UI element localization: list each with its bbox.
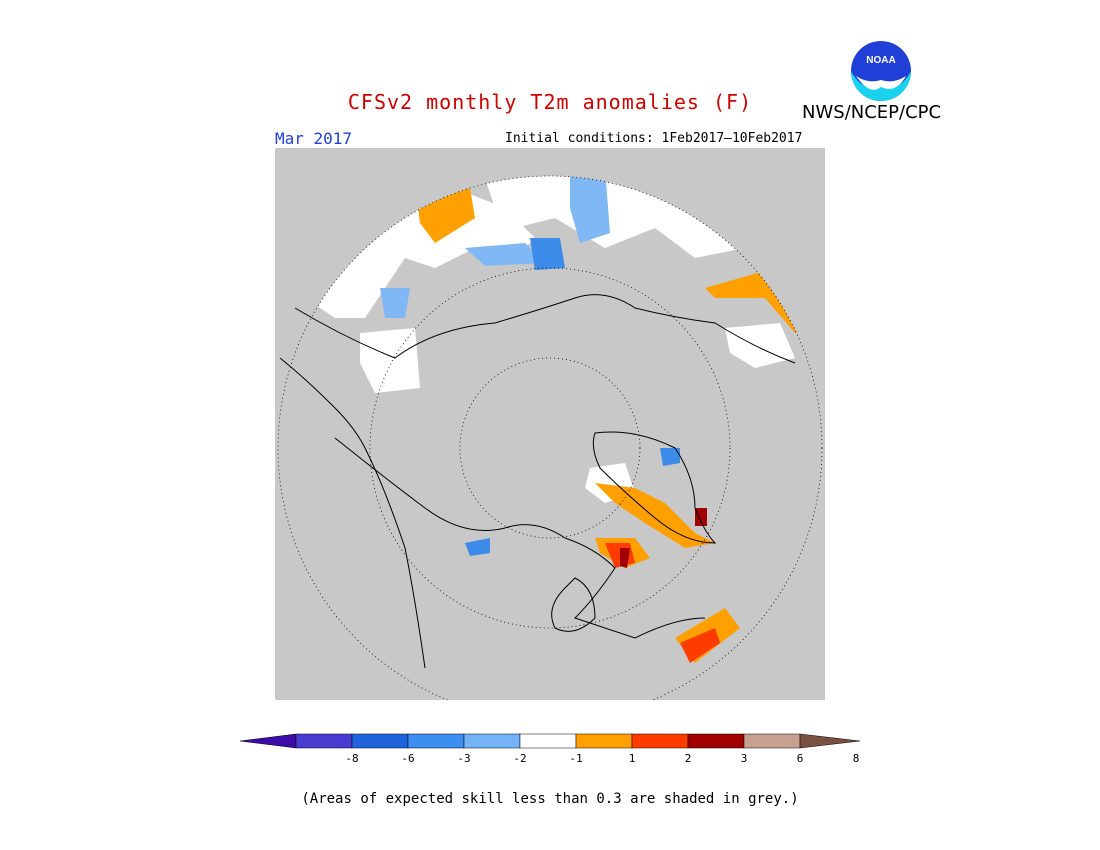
org-label: NWS/NCEP/CPC xyxy=(802,102,942,123)
colorbar-tick-label: -6 xyxy=(401,752,414,765)
coast-eurasia xyxy=(294,294,796,364)
region-cold-4 xyxy=(465,243,545,266)
logo-text: NOAA xyxy=(866,55,895,66)
region-white-east xyxy=(725,323,795,368)
region-cold-7 xyxy=(660,448,680,466)
mid-latitude-circle xyxy=(369,267,731,629)
region-white-north-central xyxy=(475,176,755,258)
coast-greenland xyxy=(592,431,717,544)
colorbar-cell xyxy=(407,733,465,749)
region-warm-greenland xyxy=(595,483,715,548)
colorbar-cell xyxy=(519,733,577,749)
colorbar-left-arrow xyxy=(240,733,297,749)
initial-conditions: Initial conditions: 1Feb2017–10Feb2017 xyxy=(505,131,803,146)
inner-latitude-circle xyxy=(459,357,641,539)
region-white-north-europe xyxy=(305,188,535,318)
colorbar-cell xyxy=(743,733,801,749)
month-label: Mar 2017 xyxy=(275,129,353,148)
coast-west xyxy=(279,357,426,669)
coastlines xyxy=(279,294,796,669)
outer-latitude-circle xyxy=(277,175,823,700)
colorbar: -8 -6 -3 -2 -1 1 2 3 6 8 xyxy=(240,733,860,765)
polar-anomaly-map xyxy=(275,148,825,700)
coast-hudson xyxy=(551,577,596,632)
colorbar-cell xyxy=(687,733,745,749)
colorbar-tick-label: 8 xyxy=(853,752,860,765)
colorbar-tick-label: 1 xyxy=(629,752,636,765)
colorbar-tick-label: -8 xyxy=(345,752,358,765)
region-hot-5 xyxy=(695,508,707,526)
colorbar-tick-label: 2 xyxy=(685,752,692,765)
colorbar-cell xyxy=(295,733,353,749)
colorbar-tick-label: -3 xyxy=(457,752,470,765)
colorbar-cell xyxy=(463,733,521,749)
coast-north-america xyxy=(334,437,706,639)
colorbar-tick-labels: -8 -6 -3 -2 -1 1 2 3 6 8 xyxy=(345,752,859,765)
region-hot-3 xyxy=(680,628,720,663)
colorbar-tick-label: 3 xyxy=(741,752,748,765)
colorbar-cells xyxy=(295,733,801,749)
colorbar-cell xyxy=(631,733,689,749)
region-hot-2 xyxy=(620,548,630,568)
skill-footnote: (Areas of expected skill less than 0.3 a… xyxy=(301,791,799,807)
region-cold-1 xyxy=(570,176,610,243)
colorbar-tick-label: 6 xyxy=(797,752,804,765)
region-cold-3 xyxy=(380,288,410,318)
colorbar-right-arrow xyxy=(799,733,860,749)
map-background xyxy=(275,148,825,700)
region-cold-6 xyxy=(465,538,490,556)
colorbar-tick-label: -1 xyxy=(569,752,582,765)
colorbar-tick-label: -2 xyxy=(513,752,526,765)
noaa-logo: NOAA xyxy=(851,41,911,101)
colorbar-cell xyxy=(575,733,633,749)
colorbar-cell xyxy=(351,733,409,749)
map-title: CFSv2 monthly T2m anomalies (F) xyxy=(347,90,753,114)
region-cold-5 xyxy=(530,238,565,270)
region-white-west xyxy=(360,328,420,393)
